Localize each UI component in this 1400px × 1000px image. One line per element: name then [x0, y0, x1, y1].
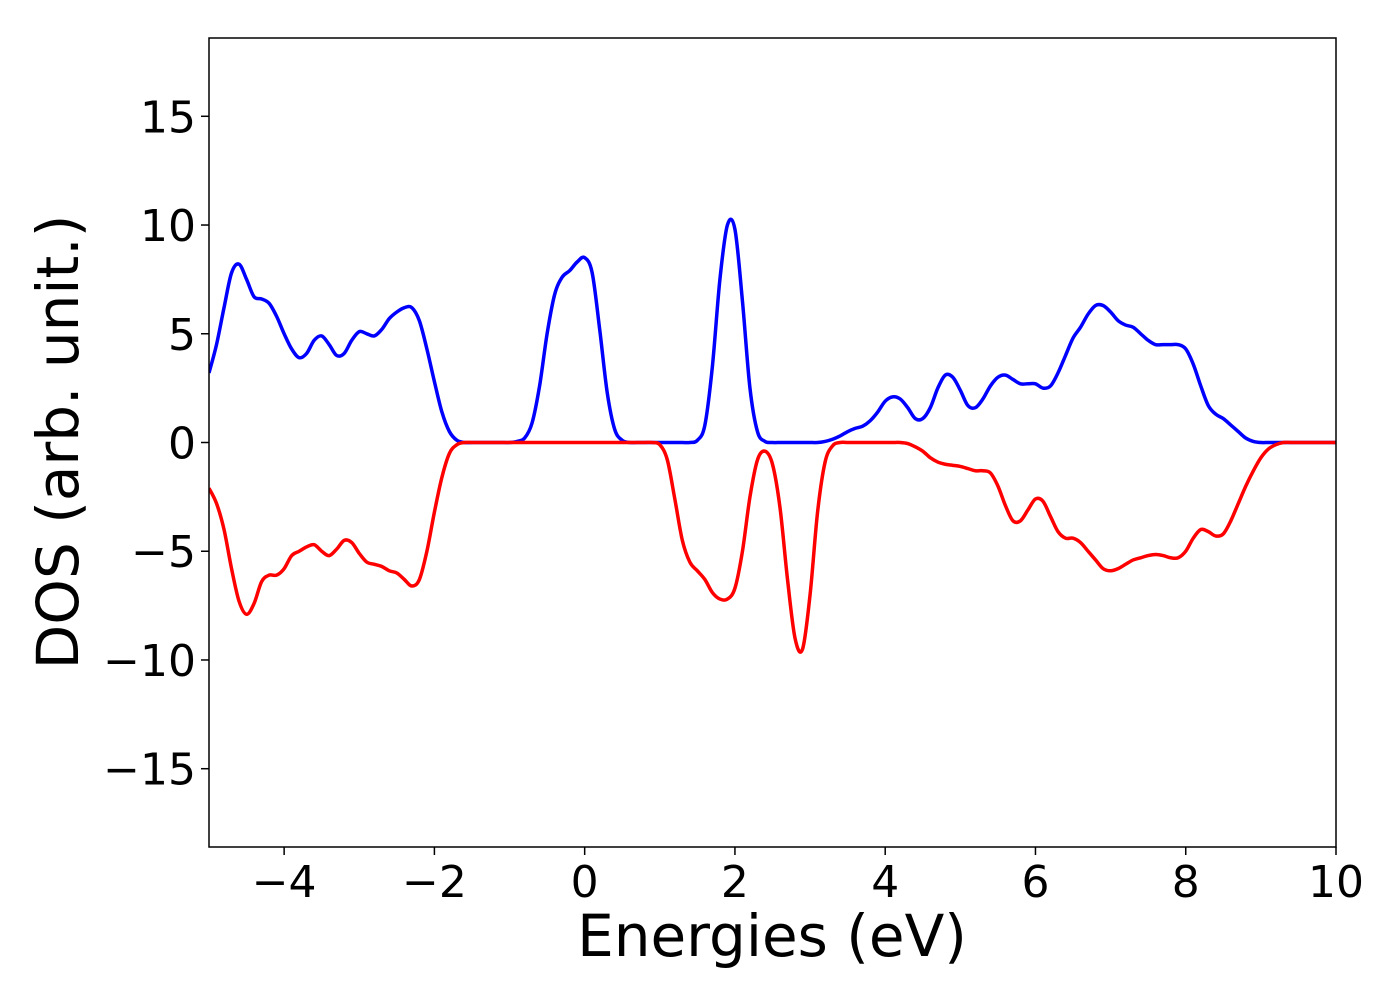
series-line	[209, 440, 1336, 654]
y-tick-label: −10	[103, 636, 196, 687]
x-tick-label: −2	[402, 857, 467, 908]
x-tick-label: 0	[571, 857, 599, 908]
y-tick-label: −5	[131, 527, 196, 578]
x-tick-label: 10	[1308, 857, 1364, 908]
y-tick-label: −15	[103, 745, 196, 796]
x-tick-label: −4	[252, 857, 317, 908]
y-tick-label: 10	[140, 201, 196, 252]
x-tick-label: 6	[1021, 857, 1049, 908]
x-axis-label: Energies (eV)	[577, 902, 967, 970]
y-axis-label: DOS (arb. unit.)	[24, 215, 92, 670]
x-tick-label: 4	[871, 857, 899, 908]
x-tick-label: 2	[721, 857, 749, 908]
y-tick-label: 5	[168, 310, 196, 361]
series-line	[209, 217, 1336, 445]
y-tick-label: 15	[140, 92, 196, 143]
x-tick-label: 8	[1172, 857, 1200, 908]
plot-frame	[208, 37, 1337, 848]
y-tick-label: 0	[168, 419, 196, 470]
